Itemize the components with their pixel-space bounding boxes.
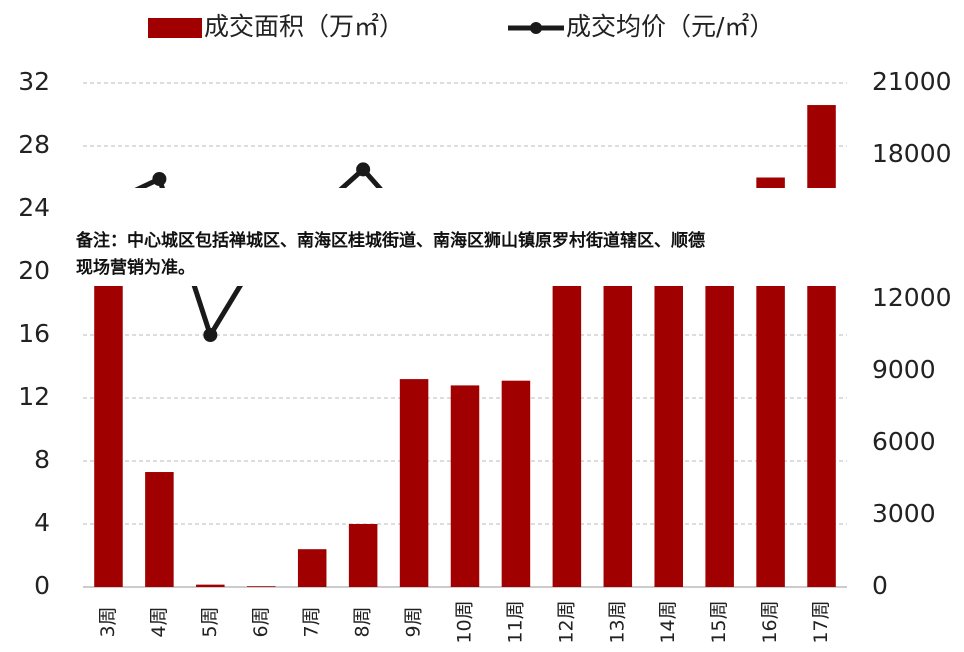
legend-swatch [148, 18, 202, 38]
y-tick-label: 32 [18, 67, 50, 96]
y-tick-label: 8 [34, 445, 50, 474]
bar [348, 524, 378, 587]
bar [603, 240, 633, 587]
line-point [203, 328, 218, 342]
bar [705, 240, 734, 587]
x-tick-label: 8周 [352, 606, 374, 637]
x-tick-label: 13周 [606, 600, 628, 643]
x-tick-label: 6周 [250, 606, 272, 637]
bar [501, 380, 531, 587]
x-tick-label: 11周 [504, 600, 526, 643]
note-text: 现场营销为准。 [76, 257, 195, 278]
legend-label: 成交面积（万㎡） [204, 12, 404, 41]
x-tick-label: 15周 [708, 600, 730, 643]
x-tick-label: 16周 [759, 600, 781, 643]
x-tick-label: 5周 [199, 606, 221, 637]
line-point [152, 172, 167, 186]
bar [654, 240, 683, 587]
x-tick-label: 14周 [657, 600, 679, 643]
y2-tick-label: 21000 [872, 67, 952, 96]
legend-label: 成交均价（元/㎡） [566, 12, 774, 41]
x-tick-label: 4周 [148, 606, 170, 637]
y-tick-label: 20 [18, 256, 50, 285]
legend-swatch [530, 22, 542, 34]
bar [196, 584, 225, 587]
note-text: 备注：中心城区包括禅城区、南海区桂城街道、南海区狮山镇原罗村街道辖区、顺德 [75, 230, 705, 251]
bar [807, 105, 836, 588]
bar [399, 379, 429, 587]
y-tick-label: 0 [34, 571, 50, 600]
line-point [356, 162, 371, 177]
bar [450, 385, 480, 587]
x-tick-label: 7周 [301, 606, 323, 637]
y-tick-label: 16 [18, 319, 50, 348]
y2-tick-label: 12000 [872, 283, 952, 312]
x-tick-label: 17周 [810, 600, 832, 643]
note-box [70, 188, 964, 286]
y2-tick-label: 0 [872, 571, 888, 600]
bar [552, 240, 582, 587]
y-tick-label: 12 [18, 382, 50, 411]
bar [94, 256, 123, 587]
x-tick-label: 3周 [97, 606, 119, 637]
y2-tick-label: 6000 [872, 427, 936, 456]
x-tick-label: 9周 [403, 606, 425, 637]
x-tick-label: 10周 [454, 600, 476, 643]
y2-tick-label: 3000 [872, 499, 936, 528]
y2-tick-label: 18000 [872, 139, 952, 168]
y2-tick-label: 9000 [872, 355, 936, 384]
y-tick-label: 24 [18, 193, 50, 222]
y-tick-label: 28 [18, 130, 50, 159]
bar [247, 586, 276, 587]
bar [297, 549, 327, 587]
x-tick-label: 12周 [555, 600, 577, 643]
bar [145, 472, 174, 587]
y-tick-label: 4 [34, 508, 50, 537]
